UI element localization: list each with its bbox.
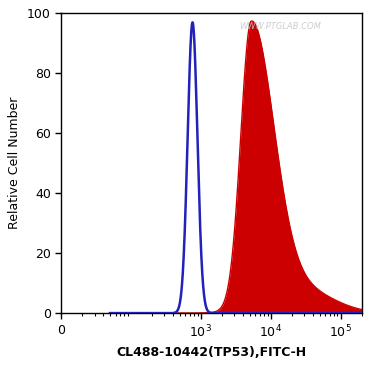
X-axis label: CL488-10442(TP53),FITC-H: CL488-10442(TP53),FITC-H [116,346,306,359]
Y-axis label: Relative Cell Number: Relative Cell Number [9,97,21,229]
Text: WWW.PTGLAB.COM: WWW.PTGLAB.COM [240,22,322,31]
